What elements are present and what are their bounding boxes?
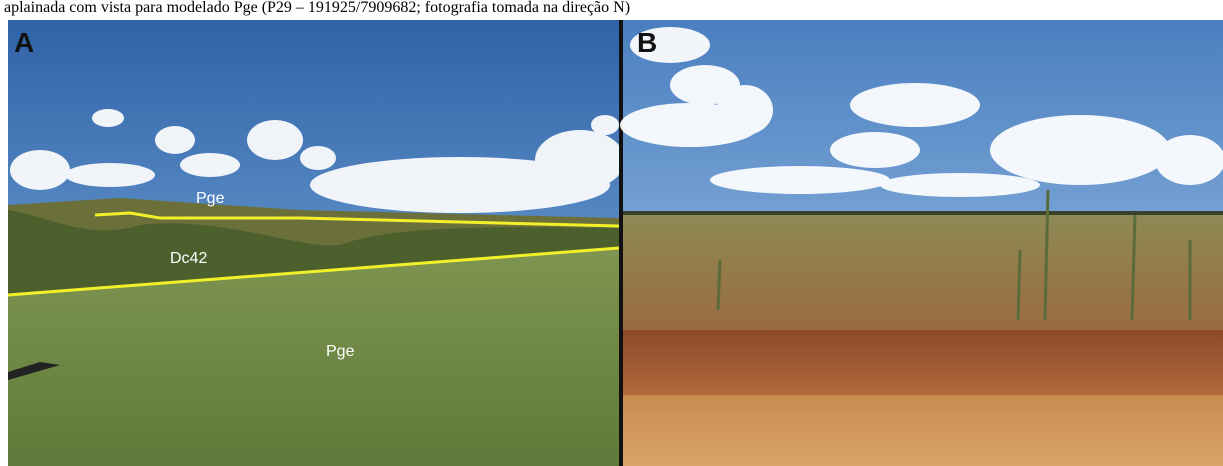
annotation: Dc42 — [170, 250, 207, 267]
caption: aplainada com vista para modelado Pge (P… — [4, 0, 630, 16]
annotation: Pge — [326, 343, 355, 360]
annotation: Pge — [196, 190, 225, 207]
photo-b: B — [620, 20, 1223, 466]
panel-label: A — [14, 27, 34, 58]
figure: aplainada com vista para modelado Pge (P… — [0, 0, 1223, 466]
panel-label: B — [637, 27, 657, 58]
photo-a: A Pge Dc42 Pge — [8, 20, 625, 466]
divider — [619, 20, 623, 466]
